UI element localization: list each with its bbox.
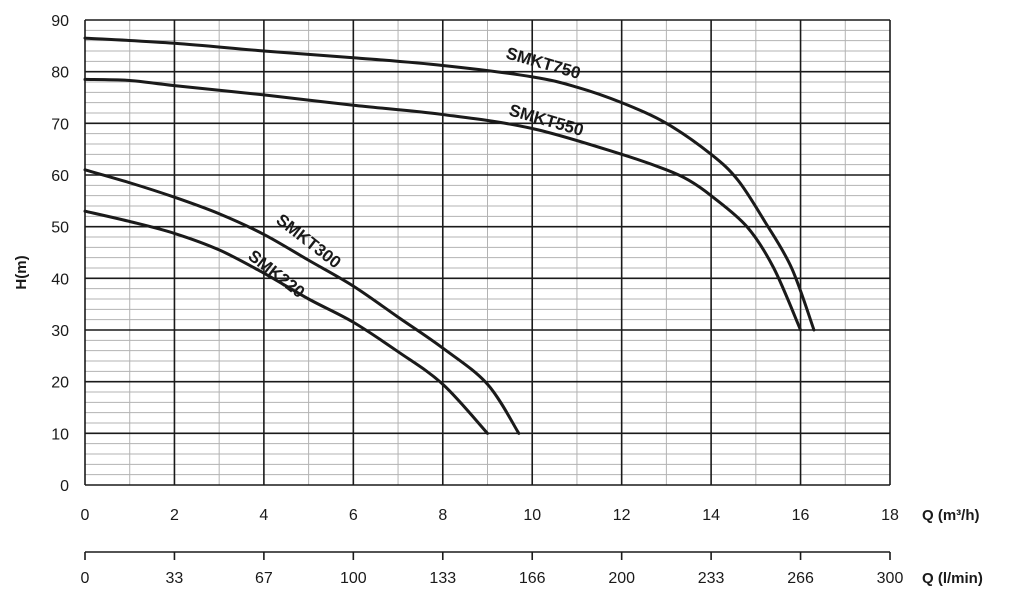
y-tick-label: 40	[51, 271, 69, 288]
y-tick-label: 80	[51, 65, 69, 82]
series-line-smk220	[83, 209, 489, 435]
x2-axis-title: Q (l/min)	[922, 570, 983, 587]
series-line-smkt300	[83, 168, 521, 435]
x2-tick-label: 200	[608, 570, 635, 587]
x2-tick-label: 166	[519, 570, 546, 587]
y-tick-label: 60	[51, 168, 69, 185]
x-axis-title: Q (m³/h)	[922, 507, 980, 524]
x2-tick-label: 300	[877, 570, 904, 587]
y-tick-label: 20	[51, 375, 69, 392]
x2-tick-label: 0	[81, 570, 90, 587]
y-tick-label: 50	[51, 220, 69, 237]
x-tick-label: 2	[170, 507, 179, 524]
y-tick-label: 70	[51, 116, 69, 133]
series-line-smkt550	[83, 77, 803, 332]
y-tick-label: 30	[51, 323, 69, 340]
x-tick-label: 0	[81, 507, 90, 524]
y-tick-label: 10	[51, 426, 69, 443]
x2-tick-label: 233	[698, 570, 725, 587]
x2-tick-label: 133	[429, 570, 456, 587]
x2-tick-label: 67	[255, 570, 273, 587]
x-tick-label: 18	[881, 507, 899, 524]
x-tick-label: 4	[259, 507, 268, 524]
y-tick-label: 0	[60, 478, 69, 495]
x-tick-label: 16	[792, 507, 810, 524]
x2-tick-label: 33	[166, 570, 184, 587]
x-tick-label: 10	[523, 507, 541, 524]
x2-tick-label: 100	[340, 570, 367, 587]
x-tick-label: 6	[349, 507, 358, 524]
x-tick-label: 8	[438, 507, 447, 524]
x-tick-label: 12	[613, 507, 631, 524]
y-tick-label: 90	[51, 13, 69, 30]
x2-tick-label: 266	[787, 570, 814, 587]
y-axis-title: H(m)	[13, 255, 30, 289]
x-tick-label: 14	[702, 507, 720, 524]
series-line-smkt750	[83, 36, 816, 332]
